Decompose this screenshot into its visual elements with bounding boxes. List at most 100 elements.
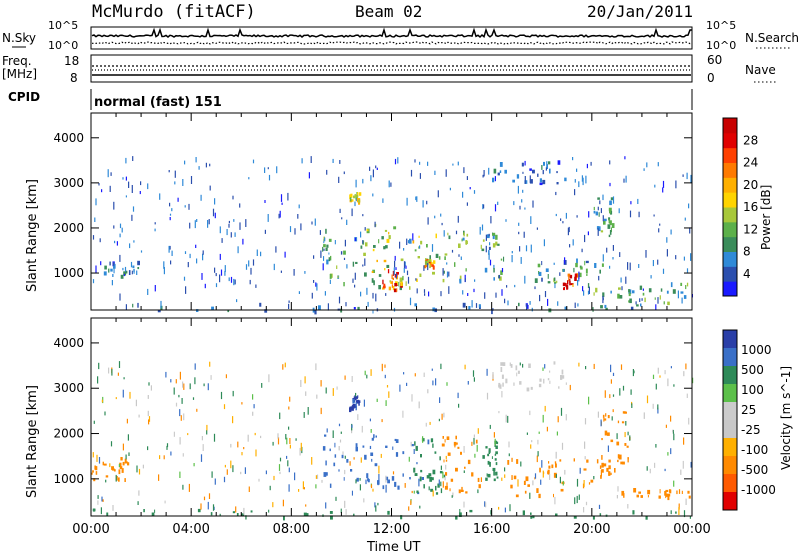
echo-cell: [610, 379, 612, 384]
echo-cell: [460, 451, 462, 455]
echo-cell: [332, 158, 334, 163]
echo-cell: [228, 223, 230, 228]
echo-cell: [423, 485, 425, 489]
echo-cell: [116, 241, 118, 246]
echo-cell: [501, 289, 503, 296]
echo-cell: [122, 267, 124, 271]
echo-cell: [557, 160, 561, 165]
velocity-colorbar-tick: 100: [741, 383, 764, 397]
echo-cell: [597, 411, 599, 418]
echo-cell: [647, 495, 649, 498]
echo-cell: [547, 298, 549, 306]
echo-cell: [214, 267, 216, 273]
echo-cell: [328, 238, 332, 242]
echo-cell: [574, 189, 576, 196]
echo-cell: [391, 476, 395, 481]
echo-cell: [154, 509, 156, 513]
echo-cell: [524, 275, 526, 284]
echo-cell: [170, 260, 172, 265]
echo-cell: [605, 413, 607, 417]
echo-cell: [561, 442, 564, 450]
echo-cell: [546, 426, 548, 432]
echo-cell: [169, 213, 172, 216]
echo-cell: [385, 245, 388, 249]
echo-cell: [620, 364, 623, 370]
echo-cell: [491, 309, 493, 315]
echo-cell: [510, 484, 513, 489]
echo-cell: [147, 446, 149, 451]
echo-cell: [108, 367, 110, 374]
echo-cell: [136, 270, 138, 275]
echo-cell: [111, 468, 115, 471]
echo-cell: [423, 372, 425, 377]
echo-cell: [522, 171, 524, 174]
noise-left-tick-bottom: 10^0: [48, 39, 78, 52]
echo-cell: [485, 502, 487, 508]
echo-cell: [375, 293, 377, 302]
echo-cell: [214, 212, 216, 219]
echo-cell: [93, 420, 95, 424]
echo-cell: [530, 515, 533, 519]
echo-cell: [590, 479, 594, 483]
echo-cell: [341, 217, 343, 220]
echo-cell: [524, 176, 526, 184]
echo-cell: [554, 281, 557, 284]
echo-cell: [359, 484, 361, 491]
echo-cell: [360, 457, 362, 463]
echo-cell: [365, 479, 367, 485]
echo-cell: [627, 457, 629, 463]
echo-cell: [457, 161, 459, 166]
echo-cell: [622, 461, 625, 465]
echo-cell: [264, 309, 268, 313]
echo-cell: [495, 234, 498, 240]
echo-cell: [588, 211, 590, 218]
echo-cell: [493, 168, 497, 174]
echo-cell: [612, 257, 614, 260]
echo-cell: [196, 309, 199, 312]
echo-cell: [587, 283, 590, 288]
echo-cell: [138, 490, 140, 496]
echo-cell: [475, 303, 478, 308]
echo-cell: [524, 207, 526, 210]
echo-cell: [412, 240, 415, 244]
echo-cell: [616, 495, 618, 499]
echo-cell: [542, 414, 544, 423]
echo-cell: [358, 199, 361, 203]
echo-cell: [435, 486, 437, 489]
echo-cell: [515, 494, 519, 498]
echo-cell: [170, 451, 172, 456]
echo-cell: [559, 476, 561, 484]
velocity-colorbar-segment: [723, 402, 737, 421]
echo-cell: [393, 288, 397, 293]
echo-cell: [469, 187, 471, 190]
echo-cell: [297, 214, 299, 219]
echo-cell: [380, 453, 382, 458]
echo-cell: [230, 276, 233, 283]
x-tick-label: 00:00: [72, 522, 109, 537]
echo-cell: [493, 264, 495, 269]
echo-cell: [192, 397, 195, 400]
echo-cell: [497, 172, 500, 176]
echo-cell: [440, 488, 443, 494]
echo-cell: [414, 159, 416, 163]
echo-cell: [175, 379, 177, 384]
echo-cell: [452, 492, 454, 497]
echo-cell: [554, 496, 556, 505]
echo-cell: [384, 268, 386, 271]
echo-cell: [110, 441, 113, 447]
velocity-colorbar-segment: [723, 348, 737, 367]
echo-cell: [310, 156, 312, 163]
echo-cell: [618, 454, 622, 460]
echo-cell: [682, 174, 684, 177]
echo-cell: [548, 161, 551, 165]
echo-cell: [577, 303, 579, 307]
echo-cell: [617, 454, 620, 457]
echo-cell: [455, 467, 458, 472]
echo-cell: [109, 261, 111, 266]
echo-cell: [645, 515, 648, 520]
echo-cell: [476, 444, 478, 452]
echo-cell: [519, 362, 521, 366]
echo-cell: [529, 410, 531, 416]
echo-cell: [287, 460, 289, 467]
